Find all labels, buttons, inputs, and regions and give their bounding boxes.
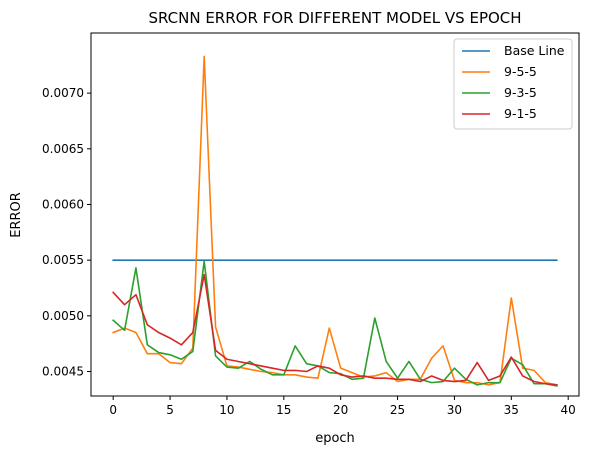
x-tick-label: 35: [504, 403, 519, 417]
legend-box: [453, 38, 573, 130]
y-tick-label: 0.0050: [42, 309, 84, 323]
legend-label: 9-3-5: [504, 85, 537, 100]
y-tick-label: 0.0060: [42, 197, 84, 211]
series-line-9-3-5: [112, 260, 558, 387]
legend-label: Base Line: [504, 43, 565, 58]
y-axis-label: ERROR: [9, 192, 24, 238]
x-tick-label: 30: [447, 403, 462, 417]
legend: Base Line 9-5-5 9-3-5 9-1-5: [453, 38, 573, 130]
x-tick-label: 40: [561, 403, 576, 417]
plot-series: [112, 55, 558, 387]
plot-frame: [90, 32, 580, 397]
axis-ticks: 0 5 10 15 20 25 30 35 40 0.0045 0.0050 0.0055 0.0060…: [42, 86, 576, 417]
y-tick-label: 0.0070: [42, 86, 84, 100]
legend-label: 9-5-5: [504, 64, 537, 79]
chart-title: SRCNN ERROR FOR DIFFERENT MODEL VS EPOCH: [148, 9, 521, 27]
x-tick-label: 10: [219, 403, 234, 417]
x-tick-label: 0: [109, 403, 117, 417]
y-tick-label: 0.0045: [42, 365, 84, 379]
series-line-9-1-5: [112, 273, 558, 386]
y-tick-label: 0.0055: [42, 253, 84, 267]
x-tick-label: 5: [166, 403, 174, 417]
y-tick-label: 0.0065: [42, 142, 84, 156]
x-axis-label: epoch: [315, 431, 355, 446]
legend-label: 9-1-5: [504, 106, 537, 121]
x-tick-label: 20: [333, 403, 348, 417]
x-tick-label: 15: [276, 403, 291, 417]
x-tick-label: 25: [390, 403, 405, 417]
